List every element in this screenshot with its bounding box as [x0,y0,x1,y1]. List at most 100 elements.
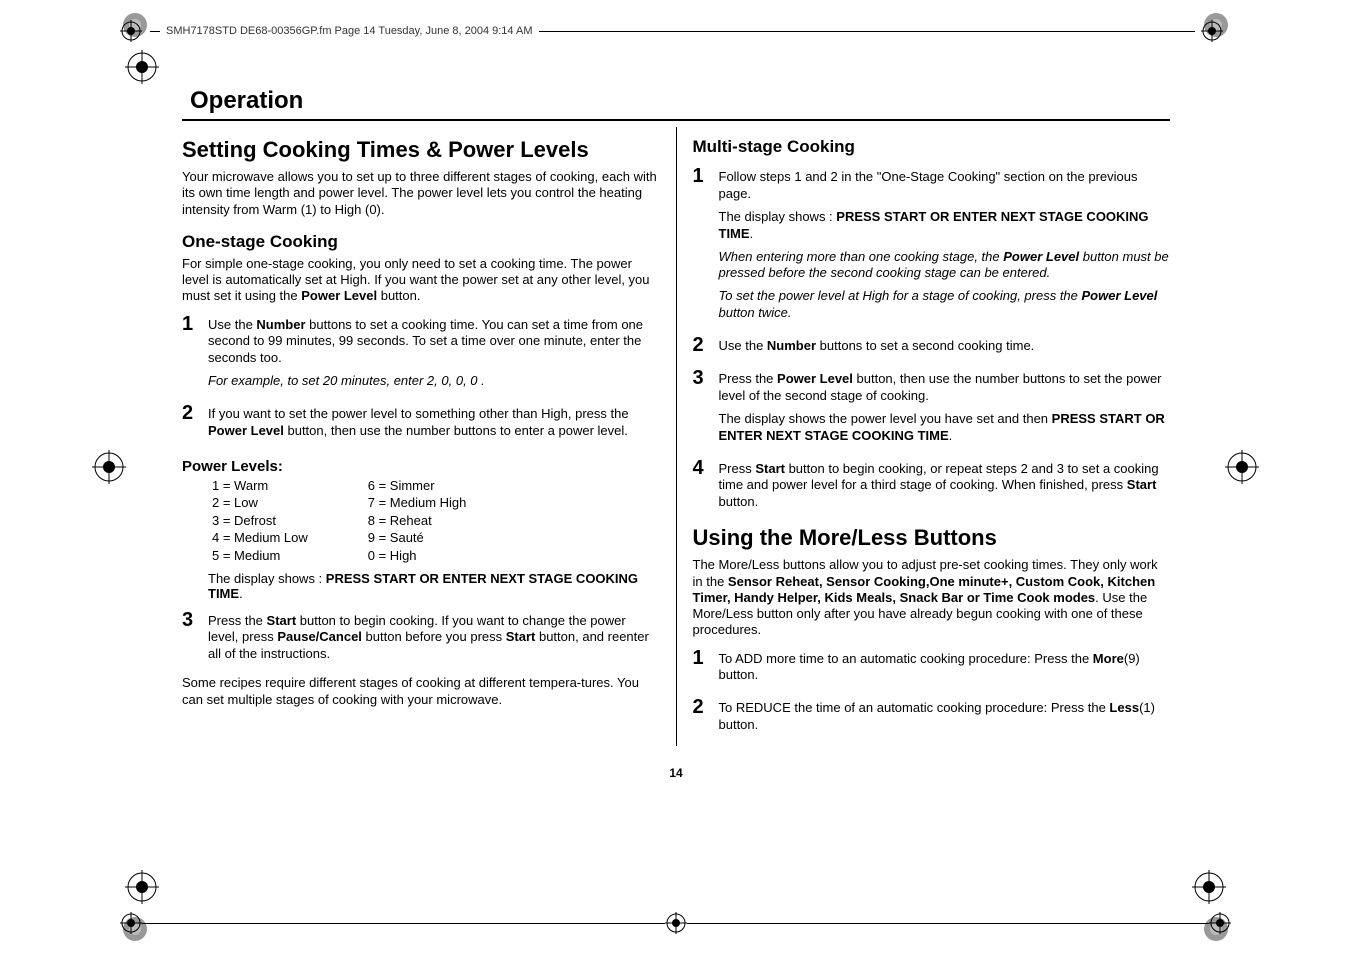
text: Follow steps 1 and 2 in the "One-Stage C… [719,169,1171,203]
mstep-3: 3 Press the Power Level button, then use… [693,367,1171,449]
power-levels-table: 1 = Warm 2 = Low 3 = Defrost 4 = Medium … [212,477,660,565]
step-3: 3 Press the Start button to begin cookin… [182,609,660,668]
heading-one-stage: One-stage Cooking [182,232,660,252]
text: . [949,428,953,443]
mstep-2: 2 Use the Number buttons to set a second… [693,334,1171,359]
bold: Number [256,317,305,332]
example-text: For example, to set 20 minutes, enter 2,… [208,373,660,390]
side-reg-icon [125,870,159,904]
text: When entering more than one cooking stag… [719,249,1004,264]
text: The display shows : [208,571,326,586]
text: To REDUCE the time of an automatic cooki… [719,700,1110,715]
power-row: 0 = High [368,547,467,565]
ml-step-2: 2 To REDUCE the time of an automatic coo… [693,696,1171,738]
power-row: 1 = Warm [212,477,308,495]
right-column: Multi-stage Cooking 1 Follow steps 1 and… [693,127,1171,746]
text: Use the [719,338,767,353]
bold: Power Level [301,288,377,303]
step-number: 1 [182,313,208,336]
left-column: Setting Cooking Times & Power Levels You… [182,127,677,746]
text: Press the [719,371,778,386]
mstep-1: 1 Follow steps 1 and 2 in the "One-Stage… [693,165,1171,326]
text: button before you press [362,629,506,644]
mstep-4: 4 Press Start button to begin cooking, o… [693,457,1171,516]
register-target-icon [1201,20,1223,42]
file-info: SMH7178STD DE68-00356GP.fm Page 14 Tuesd… [166,25,533,37]
intro-text: Your microwave allows you to set up to t… [182,169,660,218]
register-target-icon [120,20,142,42]
register-target-icon [120,912,142,934]
print-footer [120,910,1231,936]
step-number: 3 [182,609,208,632]
bold: More [1093,651,1124,666]
section-title-rule: Operation [182,85,1170,121]
bold: Start [267,613,297,628]
step-number: 3 [693,367,719,390]
print-header: SMH7178STD DE68-00356GP.fm Page 14 Tuesd… [120,18,1231,44]
text: button twice. [719,305,792,320]
page-number: 14 [182,766,1170,780]
step-2: 2 If you want to set the power level to … [182,402,660,444]
step-number: 1 [693,165,719,188]
text: Use the [208,317,256,332]
step-number: 4 [693,457,719,480]
step-number: 2 [693,334,719,357]
display-note: The display shows : PRESS START OR ENTER… [208,571,660,601]
bold: Start [1127,477,1157,492]
step-number: 1 [693,647,719,670]
text: . [239,586,243,601]
side-reg-icon [1225,450,1259,484]
text: If you want to set the power level to so… [208,406,629,421]
text: button. [377,288,420,303]
text: button to begin cooking, or repeat steps… [719,461,1159,493]
power-row: 6 = Simmer [368,477,467,495]
more-less-intro: The More/Less buttons allow you to adjus… [693,557,1171,638]
power-levels-heading: Power Levels: [182,458,660,475]
closing-text: Some recipes require different stages of… [182,675,660,708]
register-target-icon [665,912,687,934]
register-target-icon [1209,912,1231,934]
bold: Power Level [1003,249,1079,264]
text: To set the power level at High for a sta… [719,288,1082,303]
heading-more-less: Using the More/Less Buttons [693,525,1171,551]
text: The display shows : [719,209,837,224]
power-col-left: 1 = Warm 2 = Low 3 = Defrost 4 = Medium … [212,477,308,565]
power-row: 4 = Medium Low [212,529,308,547]
side-reg-icon [92,450,126,484]
one-stage-intro: For simple one-stage cooking, you only n… [182,256,660,305]
power-row: 3 = Defrost [212,512,308,530]
power-row: 5 = Medium [212,547,308,565]
bold: Power Level [1082,288,1158,303]
power-row: 7 = Medium High [368,494,467,512]
text: Press the [208,613,267,628]
bold: Power Level [208,423,284,438]
bold: Start [755,461,785,476]
bold: Power Level [777,371,853,386]
bold: Start [506,629,536,644]
power-row: 2 = Low [212,494,308,512]
side-reg-icon [125,50,159,84]
side-reg-icon [1192,870,1226,904]
heading-multi-stage: Multi-stage Cooking [693,137,1171,157]
heading-setting-cooking: Setting Cooking Times & Power Levels [182,137,660,163]
ml-step-1: 1 To ADD more time to an automatic cooki… [693,647,1171,689]
step-number: 2 [182,402,208,425]
text: button. [719,494,759,509]
bold: Number [767,338,816,353]
page-content: Operation Setting Cooking Times & Power … [182,85,1170,905]
bold: Pause/Cancel [277,629,362,644]
power-col-right: 6 = Simmer 7 = Medium High 8 = Reheat 9 … [368,477,467,565]
text: . [750,226,754,241]
text: Press [719,461,756,476]
power-row: 8 = Reheat [368,512,467,530]
text: The display shows the power level you ha… [719,411,1052,426]
bold: Sensor Reheat, Sensor Cooking,One minute… [693,574,1156,605]
text: To ADD more time to an automatic cooking… [719,651,1093,666]
step-number: 2 [693,696,719,719]
text: button, then use the number buttons to e… [284,423,628,438]
section-title: Operation [182,85,1170,119]
bold: Less [1109,700,1139,715]
text: buttons to set a second cooking time. [816,338,1034,353]
step-1: 1 Use the Number buttons to set a cookin… [182,313,660,395]
power-row: 9 = Sauté [368,529,467,547]
